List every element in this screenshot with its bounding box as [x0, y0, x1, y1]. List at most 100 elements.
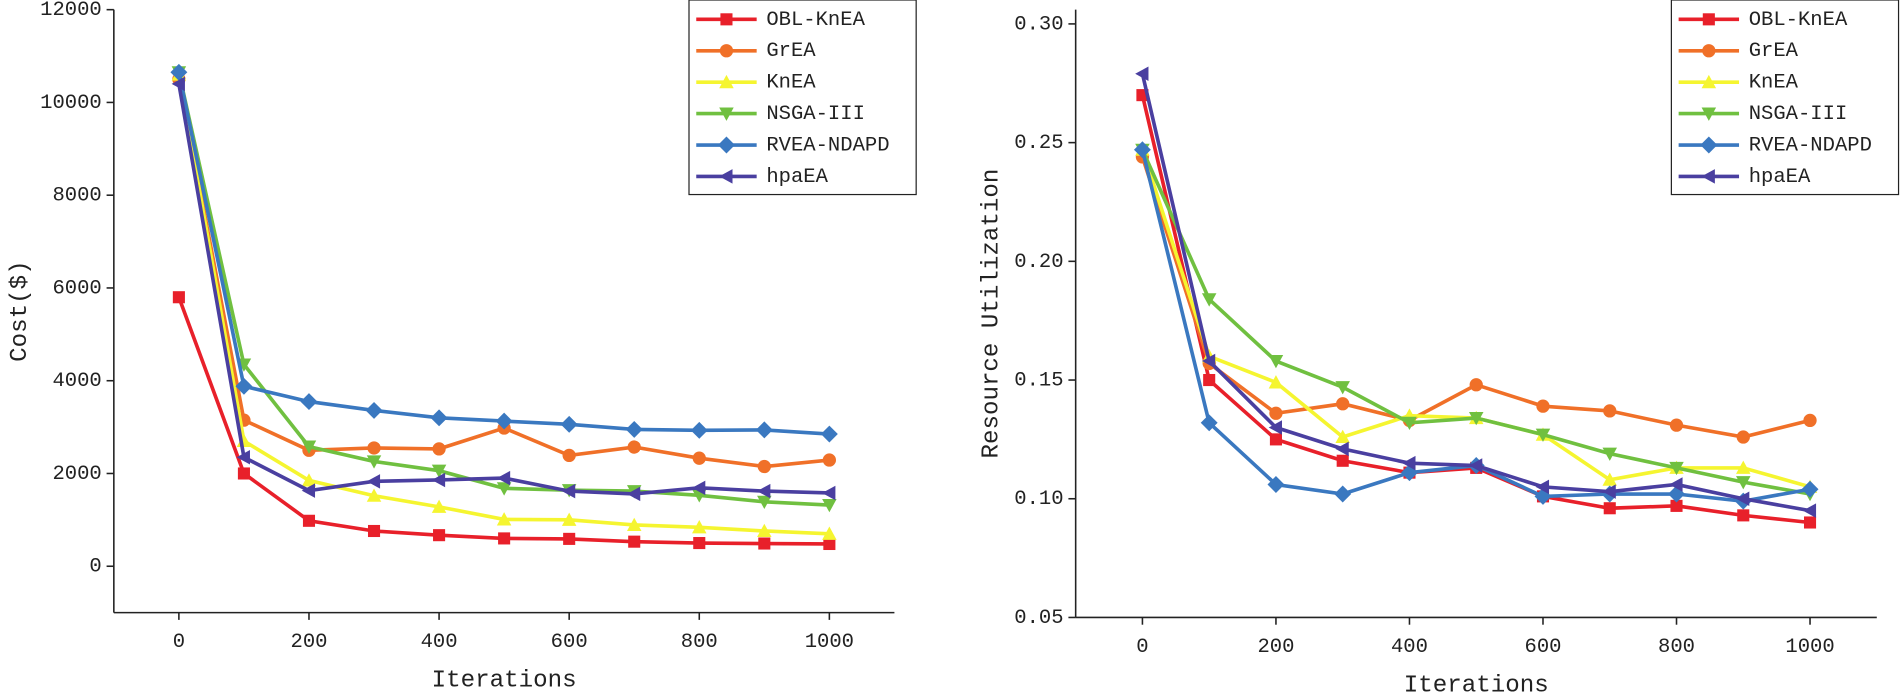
data-point [692, 520, 707, 534]
data-point [1669, 477, 1683, 492]
legend-label: NSGA-III [1749, 103, 1848, 126]
y-axis-title: Cost($) [7, 260, 34, 361]
y-tick-label: 0.30 [1014, 13, 1063, 36]
data-point [692, 451, 706, 465]
y-tick-label: 0.10 [1014, 488, 1063, 511]
data-point [1669, 418, 1684, 432]
legend-marker [720, 13, 733, 26]
data-point [625, 420, 643, 438]
data-point [1135, 66, 1149, 82]
legend-marker [719, 169, 733, 184]
chart: 0.05 0.10 0.15 0.20 0.25 0.30 0 200 400 600 800 100… [978, 0, 1900, 696]
data-point [1536, 399, 1550, 413]
data-point [171, 76, 185, 92]
data-point [1602, 447, 1617, 461]
y-axis-title: Resource Utilization [978, 169, 1005, 459]
legend-label: hpaEA [1749, 166, 1811, 189]
data-point [1468, 458, 1483, 473]
x-tick-label: 800 [1658, 636, 1695, 659]
data-point [498, 532, 511, 545]
data-point [367, 524, 381, 538]
data-point [1335, 381, 1350, 395]
data-point [1468, 411, 1484, 426]
data-point [822, 485, 836, 501]
y-tick-label: 10000 [40, 92, 102, 115]
data-point [820, 425, 838, 443]
x-tick-label: 0 [1136, 636, 1148, 659]
data-point [1670, 499, 1683, 512]
legend-marker [1701, 169, 1715, 184]
data-point [1602, 484, 1616, 499]
legend-label: OBL-KnEA [766, 9, 865, 32]
data-point [496, 512, 512, 526]
y-tick-label: 8000 [52, 185, 101, 208]
legend-marker [1702, 13, 1715, 26]
legend-marker [1702, 44, 1716, 58]
data-point [758, 537, 771, 550]
legend: OBL-KnEA GrEA KnEA NSGA-III RVEA-NDAPD hpaEA [688, 0, 917, 196]
series-line [1140, 149, 1811, 489]
x-tick-label: 0 [173, 631, 185, 654]
data-point [237, 467, 250, 480]
data-point [432, 442, 446, 456]
data-point [496, 470, 511, 486]
data-point [1469, 378, 1483, 392]
legend-marker [1700, 136, 1718, 154]
data-point [301, 473, 317, 487]
y-tick-label: 0.25 [1014, 132, 1063, 155]
data-point [1402, 455, 1416, 471]
data-point [1268, 420, 1282, 435]
x-axis-title: Iterations [1404, 672, 1549, 696]
data-point [1736, 460, 1751, 474]
legend-marker [1701, 74, 1717, 89]
x-tick-label: 600 [551, 631, 588, 654]
data-point [1736, 491, 1750, 506]
data-point [626, 486, 641, 502]
y-tick-label: 6000 [52, 277, 101, 300]
data-point [1269, 433, 1282, 446]
data-point [1603, 502, 1616, 515]
x-tick-label: 600 [1525, 636, 1562, 659]
data-point [692, 480, 706, 496]
data-point [562, 448, 576, 463]
data-point [235, 377, 253, 395]
data-point [433, 529, 446, 542]
data-point [1603, 404, 1617, 418]
data-point [1535, 428, 1551, 442]
data-point [431, 464, 447, 478]
data-point [430, 409, 448, 427]
data-point [757, 459, 771, 474]
data-point [560, 415, 578, 433]
data-point [1602, 472, 1617, 486]
data-point [236, 449, 250, 465]
data-point [301, 483, 316, 498]
y-tick-label: 2000 [52, 463, 101, 486]
legend-label: KnEA [766, 72, 816, 95]
data-point [1203, 373, 1216, 387]
data-point [690, 421, 708, 439]
data-point [366, 474, 381, 489]
legend-label: KnEA [1749, 72, 1799, 95]
series-line [1140, 149, 1811, 503]
data-point [1336, 397, 1350, 411]
x-tick-label: 1000 [1785, 636, 1834, 659]
data-point [1268, 355, 1284, 369]
legend-marker [719, 44, 734, 58]
data-point [1736, 430, 1750, 444]
data-point [366, 455, 382, 469]
data-point [822, 498, 837, 513]
data-point [561, 483, 576, 499]
series-line [1140, 149, 1811, 496]
legend-label: GrEA [1749, 40, 1799, 63]
data-point [367, 441, 381, 455]
data-point [755, 421, 773, 439]
legend-label: NSGA-III [766, 103, 865, 126]
data-point [561, 512, 577, 526]
chart: 0 2000 4000 6000 8000 10000 12000 0 200 400 600 800… [7, 0, 917, 695]
data-point [365, 401, 383, 419]
data-point [822, 453, 837, 467]
data-point [1737, 509, 1750, 522]
legend-box [688, 0, 917, 196]
data-point [628, 535, 641, 548]
